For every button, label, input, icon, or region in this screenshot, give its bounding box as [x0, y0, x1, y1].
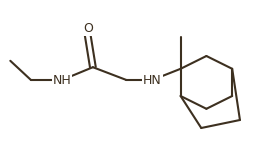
Text: HN: HN — [143, 73, 162, 87]
Text: NH: NH — [53, 73, 71, 87]
Text: O: O — [83, 22, 93, 35]
